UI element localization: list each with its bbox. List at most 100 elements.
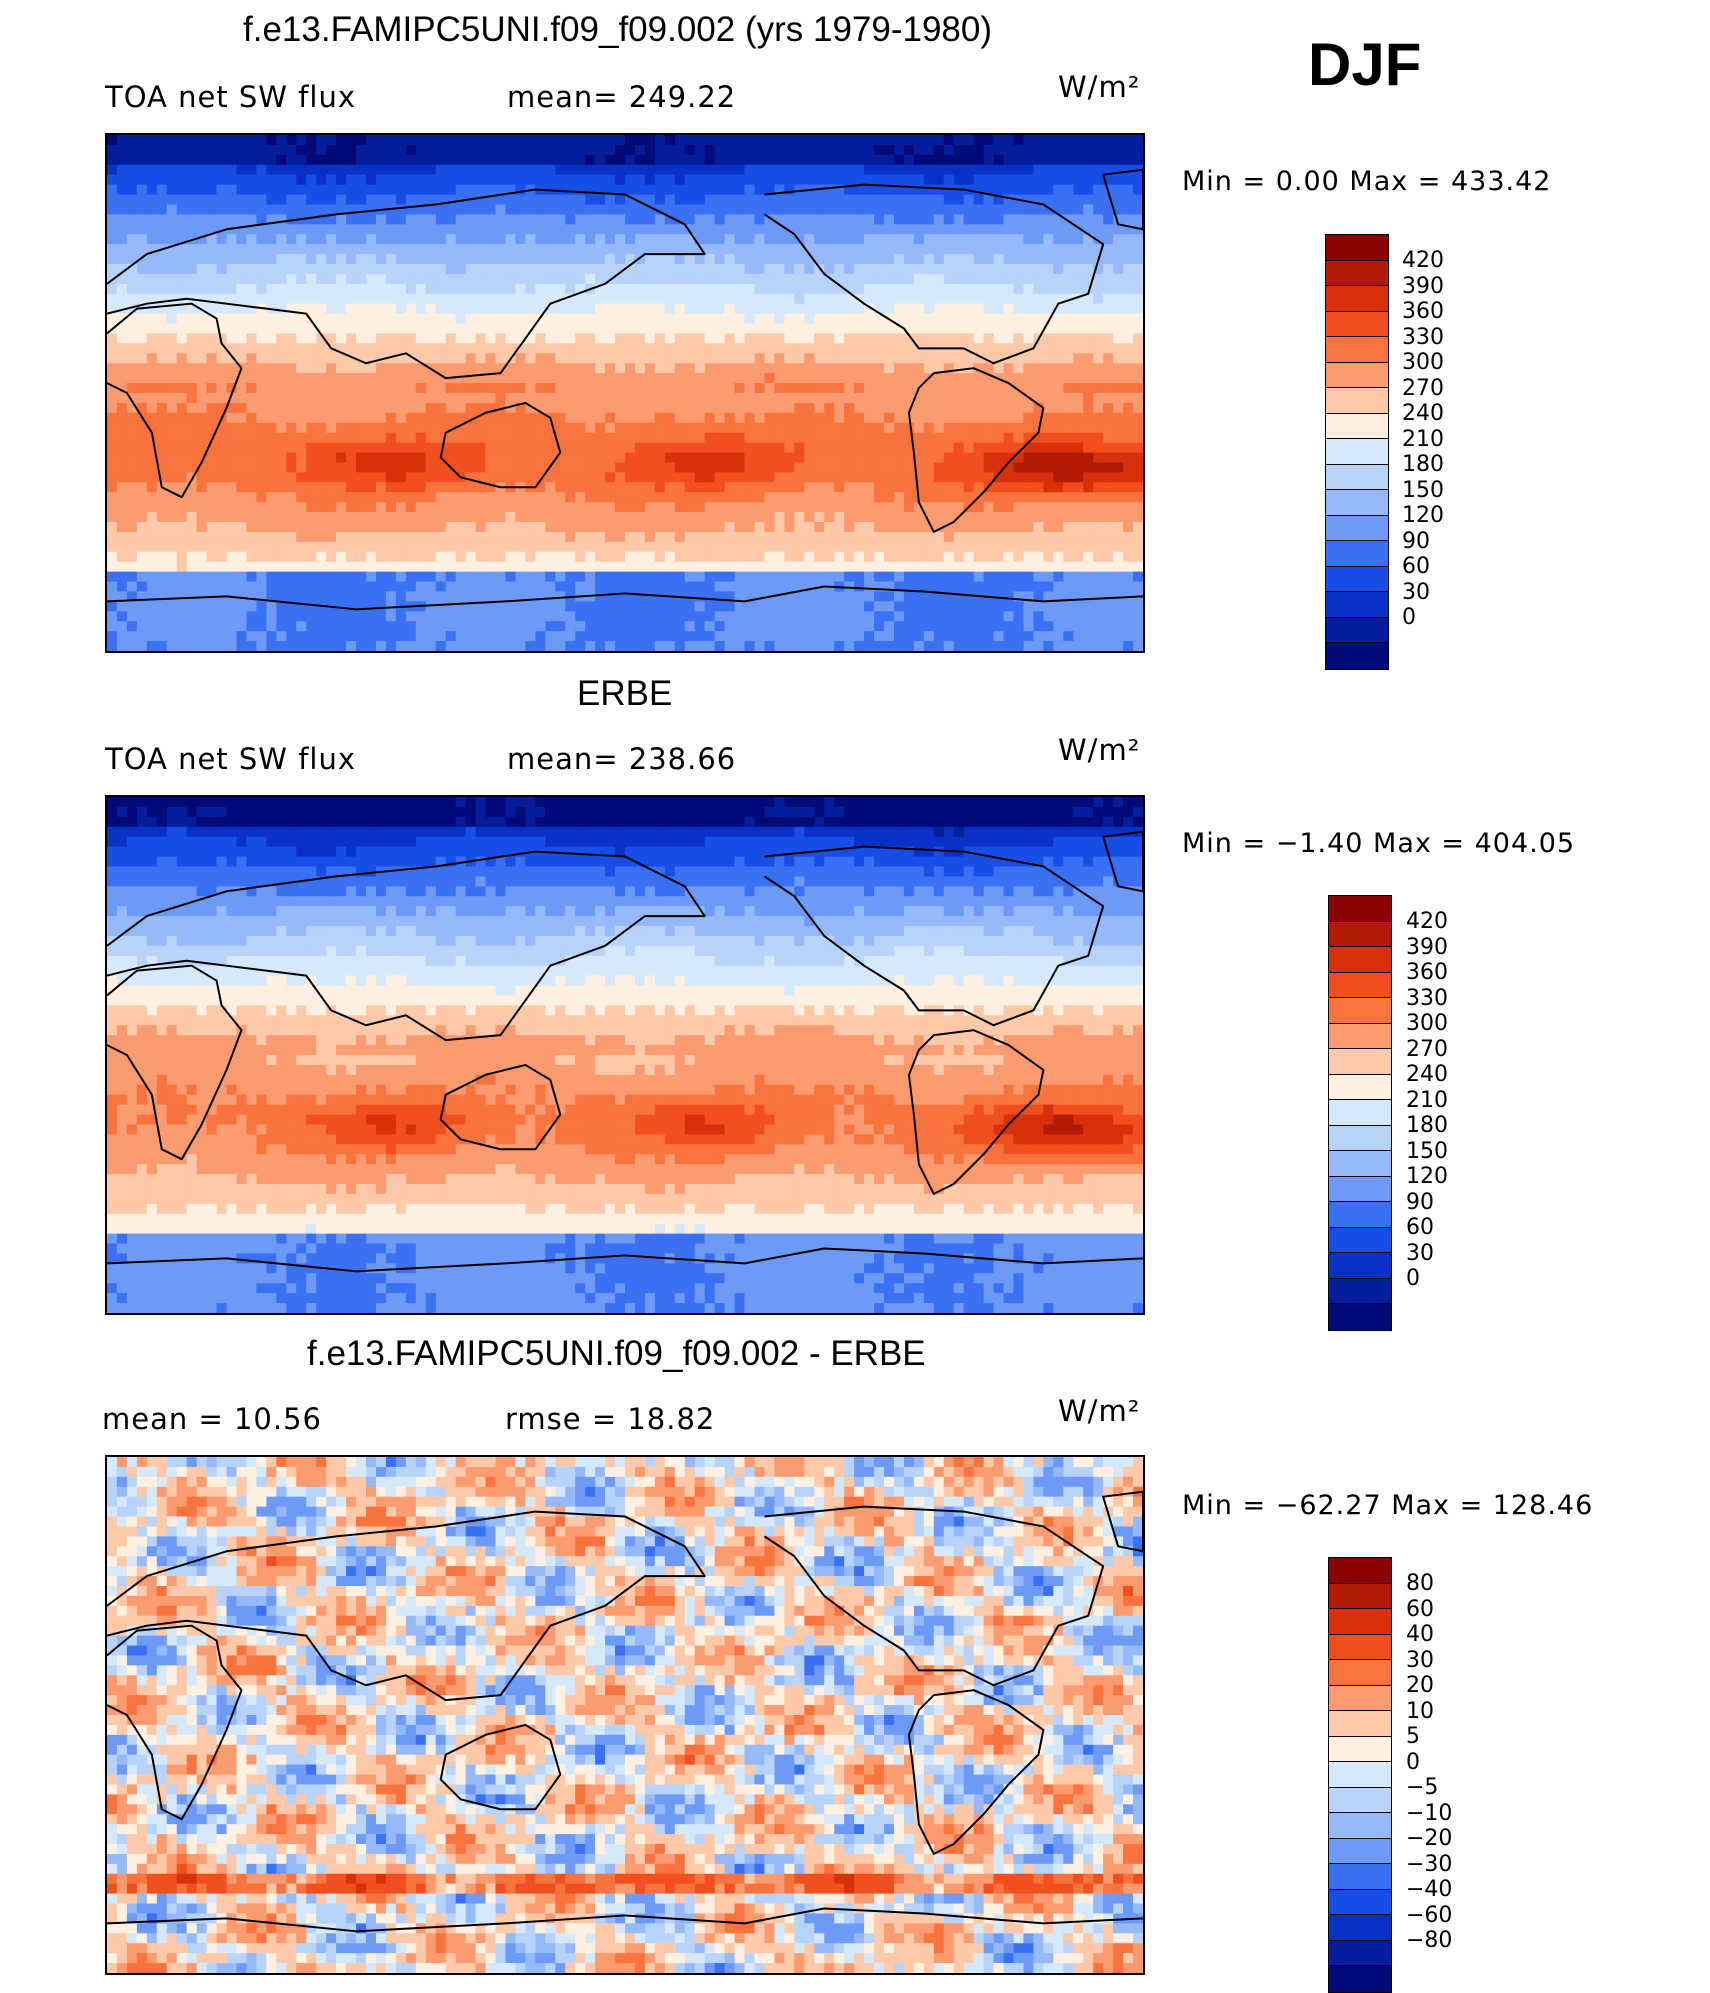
colorbar-swatch <box>1329 1889 1391 1915</box>
colorbar-tick-label: 30 <box>1406 1647 1434 1673</box>
panel-3-mean-label: mean = 10.56 <box>102 1402 322 1436</box>
colorbar-swatch <box>1326 592 1388 618</box>
colorbar-swatch <box>1326 490 1388 516</box>
colorbar-tick-label: 60 <box>1402 554 1430 579</box>
colorbar-swatch <box>1326 617 1388 643</box>
colorbar-swatch <box>1329 1278 1391 1304</box>
colorbar-swatch <box>1326 311 1388 337</box>
colorbar-tick-label: 120 <box>1402 503 1444 528</box>
panel-2-map <box>105 795 1145 1315</box>
colorbar-tick-label: 0 <box>1402 605 1416 630</box>
panel-3-title: f.e13.FAMIPC5UNI.f09_f09.002 - ERBE <box>307 1334 926 1373</box>
colorbar-swatch <box>1329 1711 1391 1737</box>
panel-1-map-svg <box>107 135 1143 651</box>
colorbar-swatch <box>1329 1202 1391 1228</box>
colorbar-swatch <box>1329 1304 1391 1330</box>
colorbar-swatch <box>1326 413 1388 439</box>
colorbar-tick-label: 60 <box>1406 1596 1434 1622</box>
colorbar-swatch <box>1329 1762 1391 1788</box>
colorbar-tick-label: 360 <box>1402 299 1444 324</box>
colorbar-tick-label: 0 <box>1406 1266 1420 1291</box>
panel-3-map-svg <box>107 1457 1143 1973</box>
colorbar-swatch <box>1329 1609 1391 1635</box>
colorbar-tick-label: −80 <box>1406 1928 1453 1953</box>
panel-1-colorbar-labels: 420 390 360 330 300 270 240 210 180 150 120 90 60 30 0 <box>1402 248 1444 631</box>
colorbar-tick-label: −40 <box>1406 1877 1453 1902</box>
colorbar-swatch <box>1329 896 1391 922</box>
colorbar-swatch <box>1329 1227 1391 1253</box>
colorbar-tick-label: −5 <box>1406 1775 1439 1800</box>
panel-1-map <box>105 133 1145 653</box>
panel-2-title: ERBE <box>577 674 673 713</box>
colorbar-tick-label: 90 <box>1406 1189 1434 1215</box>
panel-1-mean-label: mean= 249.22 <box>507 80 737 114</box>
panel-2-variable-label: TOA net SW flux <box>105 742 357 776</box>
colorbar-swatch <box>1326 439 1388 465</box>
colorbar-swatch <box>1326 388 1388 414</box>
colorbar-tick-label: 120 <box>1406 1164 1448 1189</box>
colorbar-tick-label: 390 <box>1406 934 1448 960</box>
colorbar-swatch <box>1329 1685 1391 1711</box>
colorbar-swatch <box>1329 1074 1391 1100</box>
colorbar-swatch <box>1329 998 1391 1024</box>
colorbar-tick-label: 300 <box>1402 350 1444 375</box>
colorbar-swatch <box>1329 1583 1391 1609</box>
colorbar-swatch <box>1329 1558 1391 1584</box>
colorbar-swatch <box>1326 362 1388 388</box>
colorbar-tick-label: 300 <box>1406 1011 1448 1036</box>
colorbar-tick-label: −30 <box>1406 1851 1453 1877</box>
panel-1-title: f.e13.FAMIPC5UNI.f09_f09.002 (yrs 1979-1… <box>243 10 993 49</box>
colorbar-swatch <box>1329 1253 1391 1279</box>
panel-3-rmse-label: rmse = 18.82 <box>505 1402 716 1436</box>
panel-2-colorbar-labels: 420 390 360 330 300 270 240 210 180 150 120 90 60 30 0 <box>1406 909 1448 1292</box>
panel-2-units: W/m² <box>1058 733 1141 767</box>
colorbar-tick-label: 240 <box>1406 1062 1448 1087</box>
colorbar-swatch <box>1329 1176 1391 1202</box>
colorbar-tick-label: 60 <box>1406 1215 1434 1240</box>
panel-1-units: W/m² <box>1058 70 1141 104</box>
colorbar-swatch <box>1329 1838 1391 1864</box>
colorbar-swatch <box>1326 464 1388 490</box>
panel-3-colorbar-labels: 80 60 40 30 20 10 5 0 −5 −10 −20 −30 −40 −60 −80 <box>1406 1571 1452 1954</box>
colorbar-tick-label: 180 <box>1402 452 1444 477</box>
colorbar-swatch <box>1329 1049 1391 1075</box>
colorbar-tick-label: 0 <box>1406 1749 1420 1775</box>
colorbar-swatch <box>1326 643 1388 669</box>
colorbar-tick-label: −10 <box>1406 1800 1453 1826</box>
panel-2-map-svg <box>107 797 1143 1313</box>
panel-1-minmax: Min = 0.00 Max = 433.42 <box>1182 166 1552 197</box>
colorbar-tick-label: −60 <box>1406 1902 1453 1928</box>
colorbar-swatch <box>1326 235 1388 261</box>
panel-2-mean-label: mean= 238.66 <box>507 742 737 776</box>
colorbar-swatch <box>1326 260 1388 286</box>
colorbar-tick-label: 180 <box>1406 1113 1448 1138</box>
colorbar-tick-label: 330 <box>1406 985 1448 1011</box>
colorbar-tick-label: 30 <box>1402 579 1430 605</box>
colorbar-tick-label: 240 <box>1402 401 1444 426</box>
colorbar-tick-label: 10 <box>1406 1698 1434 1724</box>
colorbar-tick-label: 150 <box>1402 477 1444 503</box>
colorbar-swatch <box>1329 1940 1391 1966</box>
colorbar-tick-label: 80 <box>1406 1571 1434 1596</box>
colorbar-tick-label: 5 <box>1406 1724 1420 1749</box>
colorbar-tick-label: 20 <box>1406 1673 1434 1698</box>
colorbar-tick-label: 270 <box>1402 375 1444 401</box>
colorbar-tick-label: 40 <box>1406 1622 1434 1647</box>
panel-3-minmax: Min = −62.27 Max = 128.46 <box>1182 1490 1594 1521</box>
panel-1-variable-label: TOA net SW flux <box>105 80 357 114</box>
colorbar-swatch <box>1329 1151 1391 1177</box>
panel-3-colorbar <box>1328 1557 1392 1993</box>
colorbar-swatch <box>1326 286 1388 312</box>
panel-2-colorbar <box>1328 895 1392 1331</box>
colorbar-tick-label: 390 <box>1402 273 1444 299</box>
colorbar-swatch <box>1329 1634 1391 1660</box>
colorbar-tick-label: 420 <box>1402 248 1444 273</box>
colorbar-swatch <box>1329 1736 1391 1762</box>
colorbar-swatch <box>1329 1125 1391 1151</box>
colorbar-tick-label: 360 <box>1406 960 1448 985</box>
colorbar-tick-label: 210 <box>1402 426 1444 452</box>
colorbar-swatch <box>1326 541 1388 567</box>
colorbar-tick-label: −20 <box>1406 1826 1453 1851</box>
colorbar-swatch <box>1326 566 1388 592</box>
colorbar-swatch <box>1329 1023 1391 1049</box>
